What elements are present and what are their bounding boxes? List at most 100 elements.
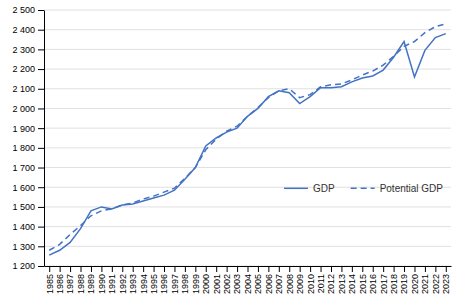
x-tick-label: 2020 xyxy=(410,274,420,294)
x-tick: 2022 xyxy=(431,266,441,294)
tick-mark xyxy=(300,266,301,272)
chart: 1985198619871988198919901991199219931994… xyxy=(0,0,463,302)
tick-mark xyxy=(394,266,395,272)
x-tick-label: 2000 xyxy=(201,274,211,294)
y-tick: 2 300 xyxy=(12,45,44,55)
x-tick-label: 2022 xyxy=(431,274,441,294)
tick-mark xyxy=(143,266,144,272)
tick-mark xyxy=(38,246,44,247)
x-tick-label: 1988 xyxy=(76,274,86,294)
x-tick: 2013 xyxy=(337,266,347,294)
tick-mark xyxy=(122,266,123,272)
x-tick-label: 1991 xyxy=(107,274,117,294)
x-tick: 2004 xyxy=(243,266,253,294)
tick-mark xyxy=(268,266,269,272)
tick-mark xyxy=(38,187,44,188)
tick-mark xyxy=(248,266,249,272)
tick-mark xyxy=(362,266,363,272)
tick-mark xyxy=(352,266,353,272)
x-tick: 1992 xyxy=(118,266,128,294)
tick-mark xyxy=(414,266,415,272)
x-tick: 1989 xyxy=(86,266,96,294)
y-tick-label: 2 200 xyxy=(12,64,35,74)
x-tick: 2008 xyxy=(285,266,295,294)
x-tick-label: 2014 xyxy=(347,274,357,294)
x-axis: 1985198619871988198919901991199219931994… xyxy=(45,266,452,294)
tick-mark xyxy=(38,10,44,11)
tick-mark xyxy=(81,266,82,272)
tick-mark xyxy=(60,266,61,272)
x-tick-label: 2001 xyxy=(212,274,222,294)
x-tick: 1995 xyxy=(149,266,159,294)
x-tick: 2015 xyxy=(358,266,368,294)
tick-mark xyxy=(258,266,259,272)
tick-mark xyxy=(38,30,44,31)
tick-mark xyxy=(435,266,436,272)
legend-item: GDP xyxy=(284,183,335,194)
x-tick-label: 2006 xyxy=(264,274,274,294)
y-tick-label: 1 900 xyxy=(12,124,35,134)
x-tick-label: 2018 xyxy=(389,274,399,294)
x-tick: 1990 xyxy=(97,266,107,294)
tick-mark xyxy=(38,128,44,129)
x-tick: 2017 xyxy=(379,266,389,294)
y-tick: 2 100 xyxy=(12,84,44,94)
y-tick-label: 1 700 xyxy=(12,163,35,173)
tick-mark xyxy=(38,108,44,109)
legend: GDP Potential GDP xyxy=(284,183,443,194)
x-tick-label: 2016 xyxy=(368,274,378,294)
x-tick: 2018 xyxy=(389,266,399,294)
series-line xyxy=(49,34,446,256)
x-tick: 2006 xyxy=(264,266,274,294)
y-tick-label: 1 400 xyxy=(12,222,35,232)
x-tick: 2000 xyxy=(201,266,211,294)
grid xyxy=(44,10,451,266)
grid-line xyxy=(44,167,451,168)
tick-mark xyxy=(38,227,44,228)
y-tick-label: 1 300 xyxy=(12,242,35,252)
x-tick: 2007 xyxy=(274,266,284,294)
tick-mark xyxy=(91,266,92,272)
tick-mark xyxy=(216,266,217,272)
x-tick-label: 2002 xyxy=(222,274,232,294)
x-tick-label: 1996 xyxy=(159,274,169,294)
x-tick: 1986 xyxy=(55,266,65,294)
x-tick-label: 2005 xyxy=(253,274,263,294)
x-tick: 1996 xyxy=(159,266,169,294)
y-tick-label: 1 200 xyxy=(12,261,35,271)
grid-line xyxy=(44,29,451,30)
tick-mark xyxy=(38,89,44,90)
y-tick-label: 1 600 xyxy=(12,183,35,193)
x-tick-label: 2010 xyxy=(305,274,315,294)
tick-mark xyxy=(164,266,165,272)
x-tick-label: 1990 xyxy=(97,274,107,294)
grid-line xyxy=(44,88,451,89)
x-tick-label: 1994 xyxy=(139,274,149,294)
y-tick-label: 1 500 xyxy=(12,202,35,212)
grid-line xyxy=(44,49,451,50)
y-tick-label: 2 400 xyxy=(12,25,35,35)
x-tick: 1993 xyxy=(128,266,138,294)
x-tick-label: 1985 xyxy=(45,274,55,294)
x-tick: 2012 xyxy=(326,266,336,294)
tick-mark xyxy=(38,148,44,149)
x-tick-label: 1987 xyxy=(65,274,75,294)
legend-label: Potential GDP xyxy=(380,183,444,194)
y-tick: 1 900 xyxy=(12,124,44,134)
tick-mark xyxy=(154,266,155,272)
x-tick-label: 2009 xyxy=(295,274,305,294)
y-tick: 1 600 xyxy=(12,183,44,193)
tick-mark xyxy=(38,266,44,267)
x-tick: 2021 xyxy=(420,266,430,294)
x-tick-label: 1992 xyxy=(118,274,128,294)
grid-line xyxy=(44,246,451,247)
x-tick: 2009 xyxy=(295,266,305,294)
x-tick-label: 2011 xyxy=(316,274,326,293)
tick-mark xyxy=(38,168,44,169)
x-tick: 1998 xyxy=(180,266,190,294)
series-line xyxy=(49,24,446,250)
x-tick-label: 2003 xyxy=(232,274,242,294)
x-tick-label: 1995 xyxy=(149,274,159,294)
tick-mark xyxy=(112,266,113,272)
tick-mark xyxy=(101,266,102,272)
